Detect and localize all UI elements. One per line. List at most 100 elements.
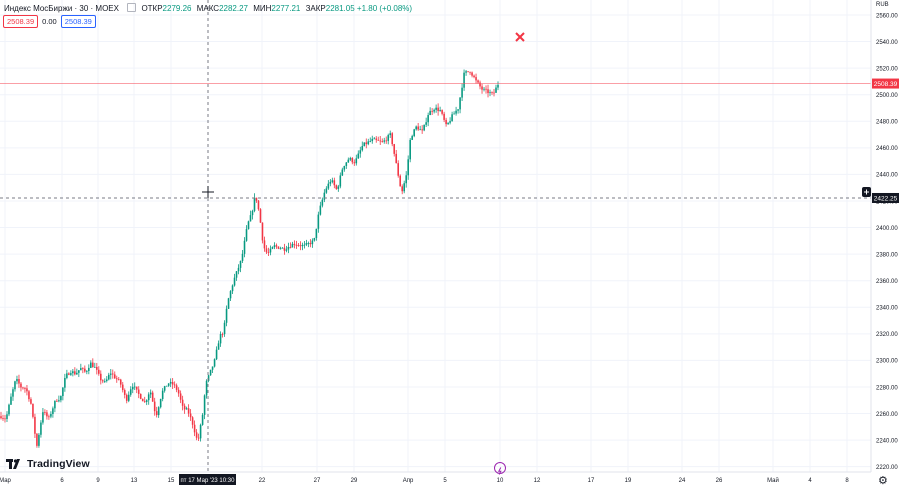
candle [295, 240, 298, 249]
candle [173, 381, 176, 389]
candle [98, 366, 100, 376]
price-axis[interactable]: 2560.00 2540.00 2520.00 2500.00 2480.00 2460.… [876, 13, 898, 471]
candle [425, 117, 427, 128]
time-tick-label: 29 [351, 478, 358, 484]
candle [481, 83, 483, 94]
crosshair-price-label: 2422.25 [874, 195, 898, 202]
close-x-icon[interactable] [513, 30, 527, 44]
candles [0, 69, 499, 448]
price-tick-label: 2260.00 [876, 412, 898, 418]
candle [58, 395, 60, 403]
candle [147, 392, 150, 405]
lightning-icon [497, 467, 502, 475]
high-value: 2282.27 [219, 4, 248, 13]
candle [327, 180, 330, 190]
candle [263, 236, 266, 252]
candle [82, 367, 84, 374]
candle [56, 398, 58, 403]
candle [213, 358, 216, 368]
candle [315, 228, 318, 241]
candle [455, 106, 457, 116]
candle [201, 413, 204, 426]
candle [169, 378, 172, 388]
candle [433, 108, 435, 114]
candle [429, 107, 431, 116]
candle [36, 432, 38, 448]
candle [197, 433, 200, 441]
candle [427, 112, 429, 127]
candle [141, 398, 144, 402]
candle [207, 374, 210, 383]
candle [397, 160, 400, 178]
candle [277, 246, 280, 250]
time-tick-label: 4 [808, 478, 812, 484]
candle [78, 370, 80, 378]
candle [461, 83, 463, 101]
candle [86, 369, 88, 375]
candle [96, 362, 98, 375]
buy-button[interactable]: 2508.39 [60, 15, 96, 28]
candle [115, 375, 118, 383]
candle [387, 133, 390, 145]
event-marker-icon[interactable] [494, 462, 506, 475]
candle [14, 380, 16, 392]
time-tick-label: Мар [0, 478, 12, 484]
candle [62, 387, 64, 401]
candle [261, 222, 264, 244]
candle [203, 394, 206, 420]
candle [285, 245, 288, 253]
candle [181, 395, 184, 411]
price-tick-label: 2320.00 [876, 332, 898, 338]
time-tick-label: 10 [497, 478, 504, 484]
candle [131, 383, 134, 394]
candle [297, 242, 300, 247]
candle [42, 407, 44, 425]
candle [345, 162, 348, 169]
candle [129, 386, 132, 397]
candle [303, 240, 306, 249]
candle [453, 111, 455, 115]
candle [323, 189, 326, 203]
candle [377, 136, 380, 141]
candle [471, 71, 473, 78]
candle [107, 372, 110, 381]
price-tick-label: 2220.00 [876, 465, 898, 471]
candle [287, 242, 290, 254]
candle [117, 377, 120, 381]
candle [343, 165, 346, 172]
candle [339, 172, 342, 189]
candle [167, 383, 170, 387]
candle [487, 84, 489, 98]
candle [24, 386, 26, 393]
candle [223, 320, 226, 337]
candle [457, 109, 459, 114]
currency-label[interactable]: RUB [876, 2, 889, 8]
compare-icon[interactable] [127, 3, 137, 12]
candle [105, 376, 108, 383]
candle [177, 387, 180, 397]
candle [359, 146, 362, 158]
candle [46, 409, 48, 420]
gear-icon[interactable]: ⚙ [878, 475, 888, 487]
sell-button[interactable]: 2508.39 [3, 15, 39, 28]
time-tick-label: 17 [588, 478, 595, 484]
candle [127, 391, 130, 403]
candle [161, 388, 164, 402]
trade-buttons: 2508.39 0.00 2508.39 [3, 15, 96, 28]
candle [191, 416, 194, 429]
time-tick-label: 24 [679, 478, 686, 484]
candle [10, 393, 12, 405]
candle [391, 132, 394, 147]
symbol-title[interactable]: Индекс МосБиржи · 30 · MOEX [4, 4, 119, 13]
candle [423, 124, 425, 132]
time-axis[interactable]: Мар 6 9 13 15 22 27 29 Апр 5 10 12 17 19 24 26 Май 4 8 [0, 477, 849, 484]
candle [145, 399, 148, 406]
last-price-tag: 2508.39 [872, 78, 899, 89]
chart-legend: Индекс МосБиржи · 30 · MOEX ОТКР2279.26 … [4, 3, 412, 13]
candle [225, 305, 228, 327]
candle [305, 239, 308, 247]
candle [50, 411, 52, 419]
candle [103, 378, 106, 383]
candle [113, 371, 116, 379]
